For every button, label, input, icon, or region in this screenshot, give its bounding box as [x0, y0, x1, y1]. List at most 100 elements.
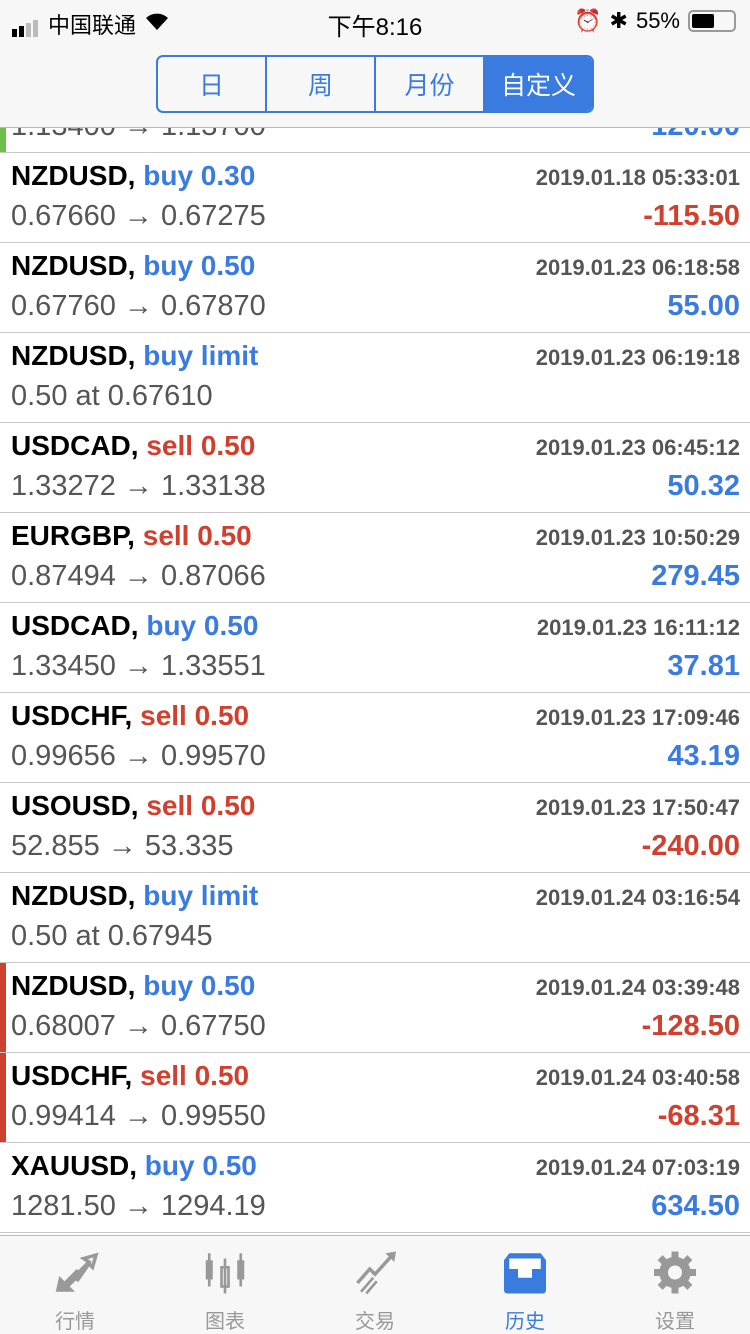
tab-candlestick-chart[interactable]: 图表	[150, 1236, 300, 1334]
history-row[interactable]: NZDUSD, buy 0.50 2019.01.24 03:39:48 0.680…	[0, 963, 750, 1053]
order-time: 2019.01.24 07:03:19	[535, 1155, 740, 1180]
history-row[interactable]: NZDUSD, buy 0.30 2019.01.18 05:33:01 0.676…	[0, 153, 750, 243]
order-price: 0.50 at 0.67610	[11, 380, 213, 412]
order-profit: 50.32	[667, 470, 740, 502]
symbol: EURGBP, sell 0.50	[11, 520, 252, 552]
tab-label: 交易	[355, 1311, 395, 1333]
symbol-name: XAUUSD,	[11, 1150, 138, 1181]
order-time: 2019.01.24 03:40:58	[535, 1065, 740, 1090]
order-price: 0.67660 → 0.67275	[11, 200, 266, 232]
order-profit: -68.31	[657, 1100, 740, 1132]
symbol: USDCAD, buy 0.50	[11, 610, 258, 642]
order-price: 1.33272 → 1.33138	[11, 470, 266, 502]
history-row[interactable]: USDCHF, sell 0.50 2019.01.24 03:40:58 0.99…	[0, 1053, 750, 1143]
symbol: NZDUSD, buy limit	[11, 340, 258, 372]
order-price: 0.99656 → 0.99570	[11, 740, 266, 772]
quotes-arrows-icon	[55, 1252, 99, 1292]
tab-quotes-arrows[interactable]: 行情	[0, 1236, 150, 1334]
order-action: buy 0.50	[143, 250, 256, 281]
tab-trade-trend[interactable]: 交易	[300, 1236, 450, 1334]
symbol: USDCHF, sell 0.50	[11, 700, 249, 732]
history-row[interactable]: USOUSD, sell 0.50 2019.01.23 17:50:47 52.8…	[0, 783, 750, 873]
alarm-icon: ⏰	[574, 8, 602, 33]
history-row[interactable]: NZDUSD, buy 0.50 2019.01.23 06:18:58 0.677…	[0, 243, 750, 333]
order-action: buy 0.50	[144, 1150, 257, 1181]
history-row[interactable]: NZDUSD, buy limit 2019.01.23 06:19:18 0.50…	[0, 333, 750, 423]
symbol-name: NZDUSD,	[11, 340, 136, 371]
order-action: buy limit	[143, 880, 259, 911]
history-row[interactable]: NZDUSD, buy limit 2019.01.24 03:16:54 0.50…	[0, 873, 750, 963]
order-profit: 55.00	[667, 290, 740, 322]
order-price: 0.87494 → 0.87066	[11, 560, 266, 592]
bluetooth-icon: ✱	[609, 8, 628, 33]
symbol-name: EURGBP,	[11, 520, 135, 551]
history-row[interactable]: USDCHF, sell 0.50 2019.01.23 17:09:46 0.99…	[0, 693, 750, 783]
order-action: buy 0.30	[143, 160, 256, 191]
history-row[interactable]: USDCAD, sell 0.50 2019.01.23 06:45:12 1.33…	[0, 423, 750, 513]
tab-label: 行情	[55, 1311, 95, 1333]
order-action: buy 0.50	[143, 970, 256, 1001]
order-price: 0.67760 → 0.67870	[11, 290, 266, 322]
symbol-name: USDCHF,	[11, 700, 133, 731]
period-header: 日周月份 自定义	[0, 40, 750, 128]
history-row[interactable]: 1.13400 → 1.13700 120.00	[0, 128, 750, 153]
candlestick-chart-icon	[205, 1253, 245, 1294]
order-time: 2019.01.24 03:39:48	[535, 975, 740, 1000]
history-row[interactable]: USDCAD, buy 0.50 2019.01.23 16:11:12 1.334…	[0, 603, 750, 693]
order-profit: -128.50	[641, 1010, 740, 1042]
symbol-name: USDCAD,	[11, 430, 139, 461]
order-time: 2019.01.23 06:45:12	[535, 435, 740, 460]
segment-3[interactable]: 自定义	[485, 57, 592, 111]
order-action: sell 0.50	[142, 520, 252, 551]
order-profit: 43.19	[667, 740, 740, 772]
row-marker	[0, 128, 6, 152]
order-profit: -240.00	[641, 830, 740, 862]
tab-label: 图表	[205, 1311, 245, 1333]
history-row[interactable]: EURGBP, sell 0.50 2019.01.23 10:50:29 0.87…	[0, 513, 750, 603]
gear-icon	[654, 1251, 696, 1294]
history-row[interactable]: XAUUSD, buy 0.50 2019.01.24 07:03:19 1281.…	[0, 1143, 750, 1233]
order-price: 1.33450 → 1.33551	[11, 650, 266, 682]
order-price: 0.50 at 0.67945	[11, 920, 213, 952]
symbol-name: NZDUSD,	[11, 970, 136, 1001]
order-profit: 279.45	[651, 560, 740, 592]
tab-history-inbox[interactable]: 历史	[450, 1236, 600, 1334]
order-price: 0.68007 → 0.67750	[11, 1010, 266, 1042]
order-action: sell 0.50	[146, 430, 256, 461]
symbol-name: NZDUSD,	[11, 250, 136, 281]
segment-0[interactable]: 日	[158, 57, 267, 111]
order-time: 2019.01.23 17:50:47	[535, 795, 740, 820]
tab-label: 设置	[655, 1311, 695, 1333]
tab-gear[interactable]: 设置	[600, 1236, 750, 1334]
order-price: 0.99414 → 0.99550	[11, 1100, 266, 1132]
order-action: sell 0.50	[146, 790, 256, 821]
symbol-name: USDCHF,	[11, 1060, 133, 1091]
order-profit: 37.81	[667, 650, 740, 682]
clock: 下午8:16	[327, 14, 423, 41]
segment-2[interactable]: 月份	[376, 57, 485, 111]
segment-1[interactable]: 周	[267, 57, 376, 111]
status-bar: 中国联通 下午8:16 ⏰ ✱ 55%	[0, 0, 750, 41]
battery-icon	[688, 10, 736, 32]
history-list[interactable]: 1.13400 → 1.13700 120.00 NZDUSD, buy 0.30 2…	[0, 128, 750, 1235]
symbol-name: NZDUSD,	[11, 880, 136, 911]
symbol: USDCAD, sell 0.50	[11, 430, 255, 462]
symbol-name: USDCAD,	[11, 610, 139, 641]
order-time: 2019.01.23 06:18:58	[535, 255, 740, 280]
symbol: NZDUSD, buy 0.30	[11, 160, 255, 192]
tab-label: 历史	[505, 1311, 545, 1333]
symbol-name: USOUSD,	[11, 790, 139, 821]
symbol: USDCHF, sell 0.50	[11, 1060, 249, 1092]
order-time: 2019.01.24 03:16:54	[535, 885, 740, 910]
row-marker	[0, 1053, 6, 1142]
order-price: 1.13400 → 1.13700	[11, 128, 266, 143]
order-action: buy 0.50	[146, 610, 259, 641]
order-price: 1281.50 → 1294.19	[11, 1190, 266, 1222]
symbol: USOUSD, sell 0.50	[11, 790, 255, 822]
order-time: 2019.01.23 10:50:29	[535, 525, 740, 550]
order-time: 2019.01.23 17:09:46	[535, 705, 740, 730]
history-inbox-icon	[504, 1253, 546, 1294]
order-time: 2019.01.23 16:11:12	[536, 615, 740, 640]
tab-bar: 行情 图表 交易 历史 设置	[0, 1235, 750, 1334]
symbol: NZDUSD, buy 0.50	[11, 250, 255, 282]
